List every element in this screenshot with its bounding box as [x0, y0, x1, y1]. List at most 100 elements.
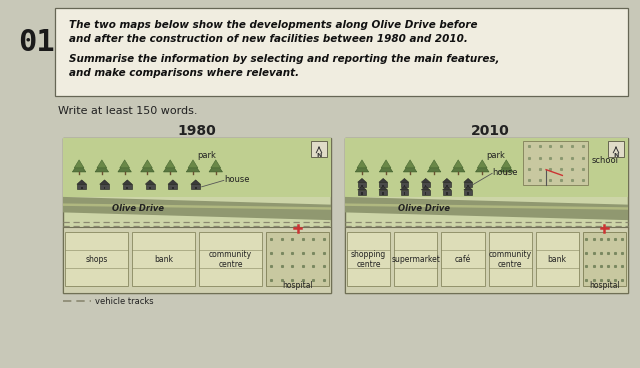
Text: park: park	[197, 151, 216, 160]
Bar	[63, 138, 331, 197]
Polygon shape	[442, 178, 451, 182]
Polygon shape	[428, 162, 441, 172]
Polygon shape	[165, 160, 175, 168]
Bar	[65, 233, 128, 286]
Polygon shape	[403, 162, 417, 172]
Polygon shape	[191, 180, 200, 184]
Polygon shape	[379, 186, 388, 190]
Bar	[422, 182, 429, 187]
Bar	[383, 185, 384, 187]
Text: shops: shops	[85, 255, 108, 264]
Bar	[443, 190, 451, 195]
Text: The two maps below show the developments along Olive Drive before: The two maps below show the developments…	[69, 20, 477, 30]
Polygon shape	[118, 162, 131, 172]
Bar	[422, 190, 429, 195]
Polygon shape	[453, 160, 463, 168]
Bar	[199, 233, 262, 286]
Bar	[266, 233, 329, 286]
Bar	[172, 187, 174, 190]
Text: hospital: hospital	[282, 282, 313, 290]
Bar	[380, 182, 387, 187]
Polygon shape	[163, 162, 177, 172]
Polygon shape	[400, 186, 409, 190]
Polygon shape	[345, 197, 628, 220]
Bar	[168, 184, 177, 190]
Bar	[345, 138, 628, 197]
Bar	[146, 184, 154, 190]
Bar	[132, 233, 195, 286]
Polygon shape	[357, 160, 367, 168]
Bar	[358, 190, 366, 195]
Text: hospital: hospital	[589, 282, 620, 290]
Polygon shape	[400, 178, 409, 182]
Bar	[583, 233, 626, 286]
Text: Olive Drive: Olive Drive	[112, 204, 164, 213]
Polygon shape	[97, 160, 107, 168]
Bar	[467, 192, 469, 195]
Text: school: school	[591, 156, 618, 165]
Polygon shape	[442, 186, 451, 190]
Bar	[536, 233, 579, 286]
Bar	[401, 190, 408, 195]
Bar	[380, 190, 387, 195]
Bar	[446, 185, 447, 187]
Polygon shape	[63, 204, 331, 210]
Polygon shape	[380, 162, 393, 172]
Bar	[383, 192, 384, 195]
Polygon shape	[451, 162, 465, 172]
Bar	[81, 187, 83, 190]
Text: Olive Drive: Olive Drive	[398, 204, 451, 213]
Bar	[404, 192, 405, 195]
Bar	[524, 141, 588, 185]
Text: 2010: 2010	[470, 124, 509, 138]
Polygon shape	[421, 186, 430, 190]
Polygon shape	[358, 178, 366, 182]
Bar	[446, 192, 447, 195]
Polygon shape	[143, 160, 152, 168]
Polygon shape	[500, 162, 513, 172]
Polygon shape	[95, 162, 109, 172]
Bar	[608, 141, 624, 157]
Bar	[361, 185, 363, 187]
Bar	[149, 187, 151, 190]
Polygon shape	[120, 160, 129, 168]
Bar	[100, 184, 109, 190]
Text: community
centre: community centre	[488, 250, 532, 269]
Polygon shape	[381, 160, 391, 168]
Polygon shape	[501, 160, 511, 168]
Bar	[401, 182, 408, 187]
Polygon shape	[379, 178, 388, 182]
Bar	[467, 185, 469, 187]
Text: and make comparisons where relevant.: and make comparisons where relevant.	[69, 68, 299, 78]
Bar	[488, 233, 532, 286]
Bar	[442, 233, 484, 286]
Polygon shape	[209, 162, 223, 172]
Polygon shape	[464, 186, 472, 190]
Text: vehicle tracks: vehicle tracks	[95, 297, 154, 305]
Polygon shape	[476, 162, 489, 172]
Bar	[63, 138, 331, 293]
Polygon shape	[405, 160, 415, 168]
Text: 01: 01	[18, 28, 55, 57]
Bar	[443, 182, 451, 187]
Bar	[77, 184, 86, 190]
Bar	[191, 184, 200, 190]
Bar	[104, 187, 106, 190]
Polygon shape	[141, 162, 154, 172]
Text: supermarket: supermarket	[391, 255, 440, 264]
Bar	[425, 185, 426, 187]
Bar	[345, 227, 628, 293]
Bar	[195, 187, 196, 190]
Polygon shape	[429, 160, 439, 168]
Polygon shape	[77, 180, 86, 184]
Bar	[55, 8, 628, 96]
Text: community
centre: community centre	[209, 250, 252, 269]
Polygon shape	[74, 160, 84, 168]
Bar	[311, 141, 327, 157]
Polygon shape	[355, 162, 369, 172]
Text: house: house	[224, 175, 250, 184]
Polygon shape	[211, 160, 221, 168]
Text: Write at least 150 words.: Write at least 150 words.	[58, 106, 198, 116]
Text: N: N	[613, 153, 619, 158]
Polygon shape	[100, 180, 109, 184]
